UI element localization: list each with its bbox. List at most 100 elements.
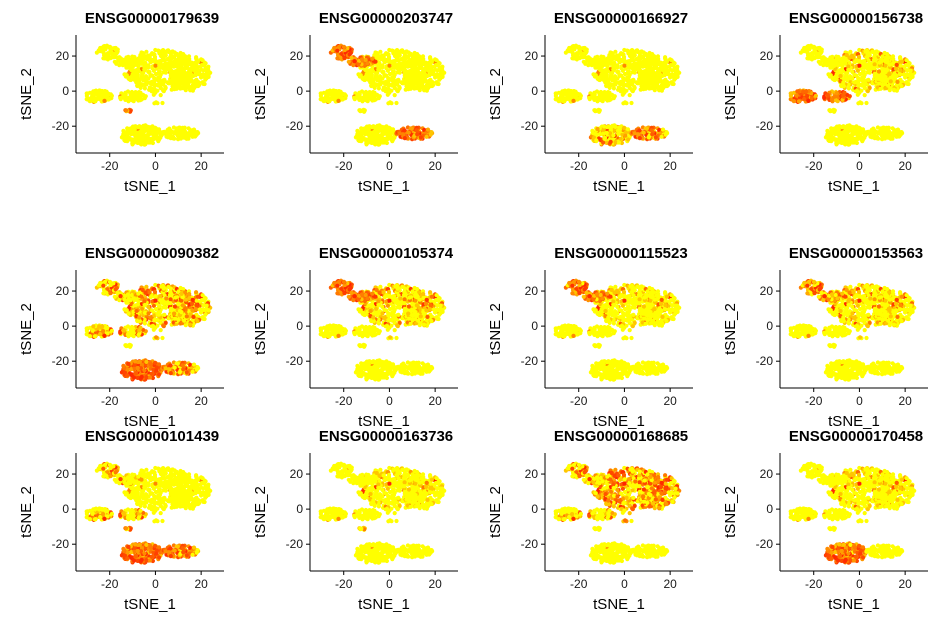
cell-point: [633, 61, 638, 66]
cell-point: [129, 132, 134, 137]
cell-point: [587, 95, 592, 100]
cell-point: [105, 96, 110, 101]
cell-point: [162, 58, 167, 63]
scatter-points: [553, 43, 682, 147]
x-axis-label: tSNE_1: [593, 178, 645, 195]
cell-point: [833, 98, 839, 103]
cell-point: [428, 63, 433, 68]
cell-point: [664, 83, 669, 89]
cell-point: [898, 72, 903, 77]
cell-point: [418, 135, 423, 140]
cell-point: [621, 54, 627, 60]
cell-point: [158, 93, 163, 98]
cell-point: [163, 131, 168, 136]
scatter-points: [84, 278, 213, 382]
cell-point: [865, 70, 870, 75]
y-tick-label: 20: [56, 49, 70, 63]
cell-point: [883, 56, 888, 62]
cell-point: [321, 99, 326, 104]
cell-point: [153, 47, 158, 53]
cell-point: [342, 56, 347, 61]
x-tick-label: 0: [152, 159, 159, 173]
cell-point: [152, 83, 157, 88]
panel-title: ENSG00000156738: [789, 10, 923, 27]
cell-point: [390, 127, 396, 132]
cell-point: [125, 57, 131, 62]
cell-point: [336, 98, 341, 103]
cell-point: [858, 133, 863, 138]
cell-point: [846, 86, 852, 91]
cell-point: [378, 124, 383, 129]
cell-point: [402, 136, 407, 141]
cell-point: [398, 61, 403, 66]
cell-point: [414, 128, 419, 133]
cell-point: [437, 61, 442, 66]
cell-point: [359, 97, 364, 102]
cell-point: [168, 71, 173, 76]
cell-point: [576, 44, 582, 50]
cell-point: [898, 55, 903, 60]
cell-point: [637, 66, 642, 71]
y-axis-label: tSNE_2: [487, 68, 504, 120]
cell-point: [386, 83, 391, 88]
cell-point: [905, 81, 910, 86]
cell-point: [154, 133, 159, 138]
cell-point: [407, 81, 412, 86]
panel-title: ENSG00000179639: [85, 10, 219, 27]
cell-point: [627, 93, 632, 98]
cell-point: [813, 93, 819, 98]
x-tick-label: 20: [663, 159, 677, 173]
cell-point: [101, 56, 106, 61]
cell-point: [811, 44, 817, 50]
cell-point: [406, 130, 411, 135]
cell-point: [396, 77, 401, 82]
cell-point: [382, 127, 387, 132]
cell-point: [157, 137, 162, 142]
cell-point: [367, 124, 372, 129]
cell-point: [865, 89, 870, 94]
x-axis-label: tSNE_1: [828, 178, 880, 195]
cell-point: [184, 79, 189, 84]
cell-point: [802, 45, 807, 51]
cell-point: [819, 55, 824, 61]
cell-point: [395, 66, 400, 71]
cell-point: [887, 62, 892, 67]
cell-point: [190, 62, 195, 67]
cell-point: [194, 77, 199, 83]
cell-point: [871, 132, 876, 137]
cell-point: [421, 56, 426, 62]
cell-point: [355, 128, 360, 133]
y-tick-label: -20: [756, 119, 774, 133]
cell-point: [606, 80, 611, 85]
cell-point: [154, 130, 159, 135]
cell-point: [153, 59, 158, 64]
cell-point: [586, 63, 591, 68]
cell-point: [335, 94, 340, 99]
cell-point: [136, 56, 141, 61]
cell-point: [132, 131, 137, 136]
cell-point: [611, 86, 617, 91]
cell-point: [788, 91, 793, 96]
cell-point: [843, 139, 848, 144]
cell-point: [425, 127, 431, 132]
cell-point: [392, 59, 397, 64]
cell-point: [622, 59, 627, 64]
cell-point: [664, 59, 670, 64]
cell-point: [161, 70, 166, 75]
cell-point: [825, 93, 831, 98]
cell-point: [653, 79, 658, 84]
cell-point: [637, 51, 642, 56]
cell-point: [594, 57, 600, 62]
cell-point: [666, 72, 671, 77]
cell-point: [161, 89, 166, 94]
cell-point: [118, 95, 123, 100]
cell-point: [438, 68, 443, 73]
cell-point: [606, 124, 612, 129]
cell-point: [839, 130, 844, 135]
cell-point: [376, 67, 381, 73]
cell-point: [147, 55, 152, 60]
cell-point: [172, 76, 177, 81]
cell-point: [138, 90, 143, 95]
